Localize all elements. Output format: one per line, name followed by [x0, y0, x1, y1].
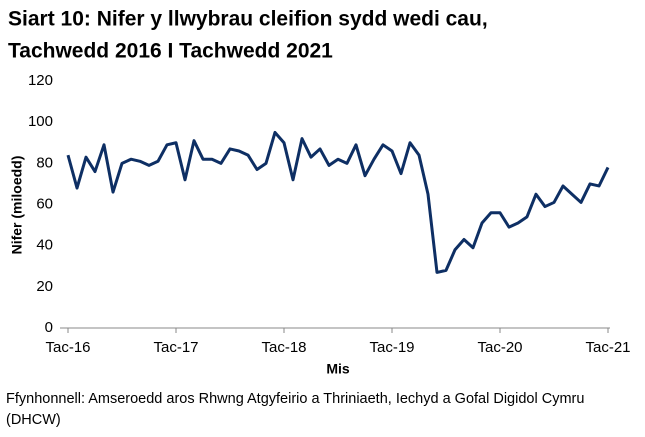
y-tick-label: 20 — [36, 278, 53, 295]
y-tick-label: 120 — [28, 72, 53, 89]
x-tick-label: Tac-16 — [45, 339, 90, 356]
x-tick-label: Tac-21 — [585, 339, 630, 356]
x-tick-label: Tac-20 — [477, 339, 522, 356]
chart-title: Tachwedd 2016 I Tachwedd 2021 — [8, 40, 333, 63]
x-tick-label: Tac-19 — [369, 339, 414, 356]
y-tick-label: 80 — [36, 154, 53, 171]
y-tick-label: 0 — [45, 319, 53, 336]
x-tick-label: Tac-18 — [261, 339, 306, 356]
chart-title: Siart 10: Nifer y llwybrau cleifion sydd… — [8, 8, 488, 31]
x-axis-label: Mis — [326, 361, 350, 377]
source: Ffynhonnell: Amseroedd aros Rhwng Atgyfe… — [6, 391, 584, 407]
line — [66, 130, 610, 274]
source: (DHCW) — [6, 412, 61, 428]
y-tick-label: 100 — [28, 113, 53, 130]
y-axis-label: Nifer (miloedd) — [9, 156, 25, 255]
y-tick-label: 60 — [36, 195, 53, 212]
x-tick-label: Tac-17 — [153, 339, 198, 356]
y-tick-label: 40 — [36, 237, 53, 254]
